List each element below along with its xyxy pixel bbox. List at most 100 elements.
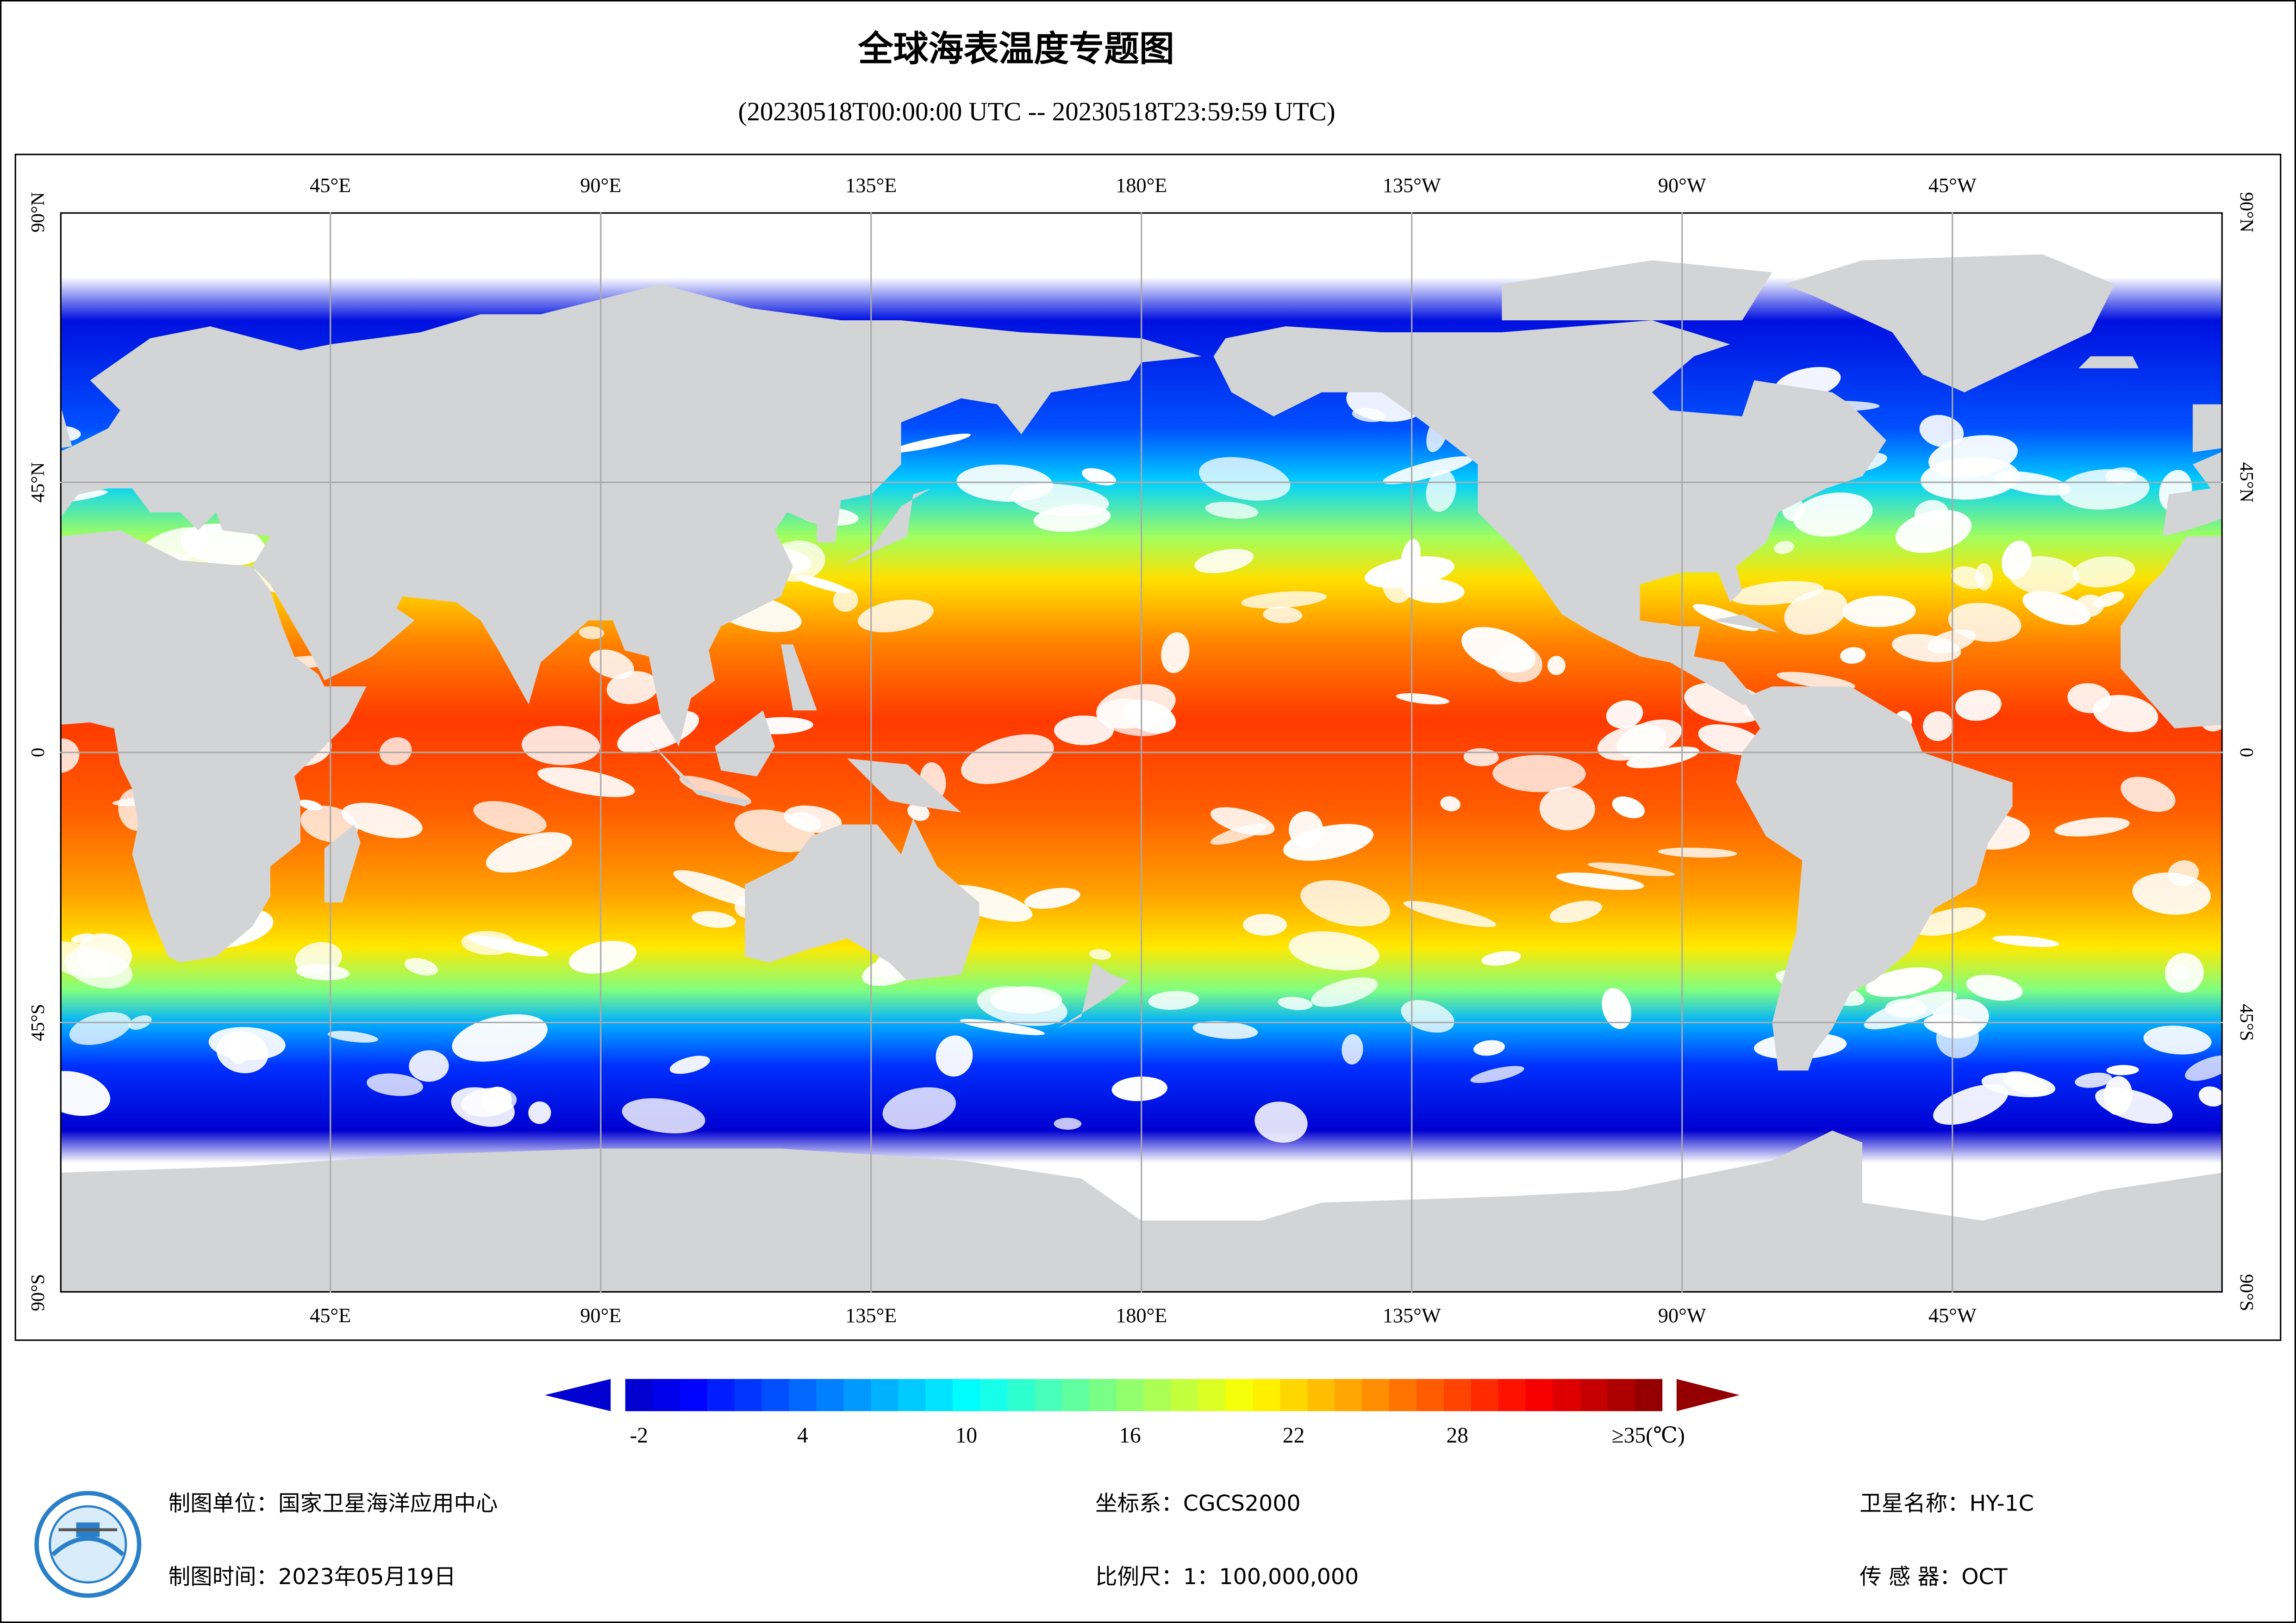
- colorbar-cell: [1116, 1379, 1144, 1412]
- lon-label-top: 90°E: [580, 174, 621, 197]
- cloud: [1793, 492, 1873, 537]
- cloud: [299, 800, 322, 810]
- colorbar-cell: [1034, 1379, 1062, 1412]
- cloud: [1148, 991, 1199, 1010]
- lon-label-top: 180°E: [1116, 174, 1167, 197]
- colorbar-cell: [1225, 1379, 1254, 1412]
- colorbar-cell: [1498, 1379, 1526, 1412]
- colorbar-cell: [1361, 1379, 1390, 1412]
- colorbar-tick-label: -2: [630, 1424, 648, 1448]
- lon-label-top: 135°W: [1383, 174, 1441, 197]
- cloud: [692, 911, 736, 928]
- lon-label-bottom: 135°W: [1383, 1304, 1441, 1327]
- cloud: [528, 1101, 551, 1124]
- cloud: [1948, 603, 2021, 642]
- land: [60, 530, 367, 963]
- colorbar-cell: [1553, 1379, 1581, 1412]
- colorbar-max-label: ≥35(℃): [1612, 1424, 1685, 1448]
- colorbar-cell: [1143, 1379, 1172, 1412]
- cloud: [833, 588, 858, 612]
- cloud: [1426, 469, 1456, 512]
- colorbar-cell: [816, 1379, 844, 1412]
- lon-label-top: 90°W: [1658, 174, 1706, 197]
- cloud: [936, 1035, 973, 1077]
- lat-label-right: 45°N: [2236, 462, 2258, 503]
- land: [2121, 536, 2223, 728]
- cloud: [1913, 907, 1986, 936]
- land: [781, 644, 817, 711]
- cloud: [2106, 1065, 2139, 1076]
- colorbar-cell: [652, 1379, 680, 1412]
- sensor: 传 感 器：OCT: [1859, 1564, 2008, 1590]
- cloud: [1842, 596, 1916, 627]
- cloud: [1278, 996, 1313, 1010]
- land: [630, 722, 697, 789]
- cloud: [537, 767, 635, 797]
- cloud: [889, 433, 971, 453]
- cloud: [1403, 901, 1497, 927]
- coordinate-system: 坐标系：CGCS2000: [1095, 1491, 1301, 1517]
- cloud: [2059, 469, 2150, 510]
- lat-label-left: 90°N: [27, 192, 48, 232]
- colorbar-cell: [1280, 1379, 1308, 1412]
- cloud: [1288, 931, 1379, 971]
- lon-label-top: 45°W: [1928, 174, 1977, 197]
- lat-label-right: 45°S: [2236, 1004, 2258, 1041]
- colorbar-cell: [980, 1379, 1008, 1412]
- cloud: [579, 626, 605, 640]
- cloud: [1885, 998, 1927, 1018]
- cloud: [461, 931, 516, 955]
- colorbar-cell: [707, 1379, 735, 1412]
- lat-label-left: 45°S: [27, 1004, 48, 1041]
- cloud: [486, 832, 572, 873]
- cloud: [1440, 796, 1460, 812]
- cloud: [1730, 581, 1824, 605]
- producer: 制图单位：国家卫星海洋应用中心: [168, 1491, 498, 1517]
- cloud: [64, 947, 133, 989]
- colorbar-cell: [925, 1379, 953, 1412]
- cloud: [1914, 500, 1949, 529]
- cloud: [1955, 690, 2002, 721]
- colorbar-cell: [1580, 1379, 1608, 1412]
- colorbar-tick-label: 22: [1283, 1424, 1304, 1448]
- cloud: [1840, 647, 1866, 664]
- colorbar-tick-label: 10: [955, 1424, 977, 1448]
- cloud: [342, 802, 423, 839]
- cloud: [2075, 1072, 2113, 1088]
- cloud: [1597, 724, 1666, 761]
- land: [1712, 614, 1778, 633]
- land: [324, 824, 361, 903]
- land: [1736, 686, 2013, 1071]
- land: [60, 284, 1202, 746]
- land: [1784, 254, 2115, 392]
- cloud: [2121, 777, 2176, 812]
- land: [2078, 356, 2139, 368]
- cloud: [521, 726, 600, 765]
- cloud: [1975, 563, 1993, 591]
- cloud: [1492, 755, 1586, 792]
- cloud: [1054, 1118, 1082, 1130]
- land: [2162, 451, 2223, 536]
- cloud: [1491, 643, 1542, 683]
- cloud: [1341, 1034, 1363, 1065]
- colorbar-cell: [843, 1379, 872, 1412]
- cloud: [669, 1056, 710, 1074]
- colorbar-cell: [1525, 1379, 1554, 1412]
- satellite: 卫星名称：HY-1C: [1859, 1491, 2034, 1517]
- colorbar-cell: [1307, 1379, 1335, 1412]
- cloud: [882, 1087, 956, 1130]
- colorbar-cell: [1471, 1379, 1499, 1412]
- cloud: [2143, 1026, 2212, 1055]
- cloud: [1547, 656, 1566, 675]
- cloud: [977, 986, 1067, 1026]
- cloud: [2022, 591, 2091, 625]
- cloud: [1539, 787, 1595, 831]
- cloud: [1994, 471, 2071, 496]
- cloud: [1311, 977, 1378, 1007]
- cloud: [2168, 860, 2199, 886]
- cloud: [1931, 999, 1989, 1038]
- cloud: [1866, 967, 1943, 997]
- cloud: [569, 940, 636, 974]
- cloud: [216, 1031, 268, 1074]
- cloud: [1161, 632, 1190, 673]
